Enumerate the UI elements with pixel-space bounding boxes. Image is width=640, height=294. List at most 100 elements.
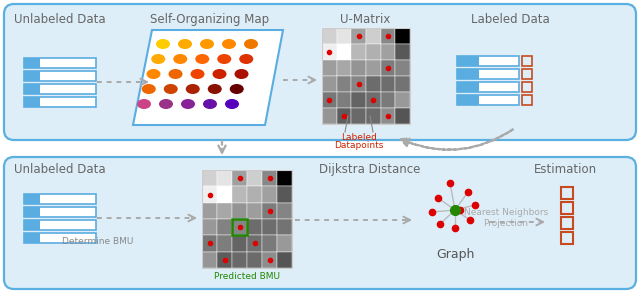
Bar — [24, 58, 96, 68]
Text: Dijkstra Distance: Dijkstra Distance — [319, 163, 420, 176]
Bar — [202, 170, 292, 268]
Bar — [337, 108, 351, 124]
Text: Labeled Data: Labeled Data — [470, 13, 549, 26]
Bar — [24, 58, 40, 68]
Bar — [202, 170, 217, 186]
Bar — [457, 69, 479, 78]
Bar — [262, 235, 277, 252]
Polygon shape — [133, 30, 283, 125]
Bar — [24, 83, 40, 93]
Ellipse shape — [164, 84, 178, 94]
Ellipse shape — [217, 54, 231, 64]
Bar — [24, 206, 96, 216]
Bar — [277, 219, 292, 235]
Text: Unlabeled Data: Unlabeled Data — [14, 163, 106, 176]
Bar — [351, 28, 366, 44]
Bar — [24, 233, 96, 243]
Text: Labeled: Labeled — [341, 133, 377, 142]
Bar — [202, 219, 217, 235]
Ellipse shape — [225, 99, 239, 109]
Bar — [202, 252, 217, 268]
Bar — [217, 235, 232, 252]
Text: Estimation: Estimation — [533, 163, 596, 176]
Bar — [277, 170, 292, 186]
Text: Datapoints: Datapoints — [334, 141, 384, 150]
Bar — [561, 231, 573, 243]
Bar — [337, 60, 351, 76]
Text: U-Matrix: U-Matrix — [340, 13, 390, 26]
Bar — [366, 44, 381, 60]
Bar — [232, 170, 247, 186]
Bar — [337, 76, 351, 92]
Ellipse shape — [168, 69, 182, 79]
Text: Predicted BMU: Predicted BMU — [214, 272, 280, 281]
Ellipse shape — [212, 69, 227, 79]
Bar — [366, 92, 381, 108]
FancyBboxPatch shape — [4, 4, 636, 140]
Ellipse shape — [141, 84, 156, 94]
Text: Graph: Graph — [436, 248, 474, 261]
Ellipse shape — [195, 54, 209, 64]
Bar — [457, 69, 519, 78]
Bar — [24, 96, 96, 106]
Bar — [337, 44, 351, 60]
Text: Projection: Projection — [483, 219, 529, 228]
Bar — [396, 28, 410, 44]
Bar — [232, 186, 247, 203]
Ellipse shape — [186, 84, 200, 94]
Bar — [24, 71, 96, 81]
Ellipse shape — [203, 99, 217, 109]
Ellipse shape — [222, 39, 236, 49]
Bar — [24, 233, 40, 243]
Ellipse shape — [137, 99, 151, 109]
Text: Nearest Neighbors: Nearest Neighbors — [464, 208, 548, 217]
Bar — [322, 44, 337, 60]
Bar — [232, 219, 247, 235]
Bar — [247, 186, 262, 203]
Ellipse shape — [244, 39, 258, 49]
Bar — [351, 108, 366, 124]
Bar — [217, 203, 232, 219]
Bar — [522, 94, 532, 104]
Ellipse shape — [156, 39, 170, 49]
Bar — [247, 219, 262, 235]
FancyArrowPatch shape — [401, 129, 513, 150]
Bar — [522, 69, 532, 78]
Text: Self-Organizing Map: Self-Organizing Map — [150, 13, 269, 26]
Bar — [322, 92, 337, 108]
Ellipse shape — [234, 69, 248, 79]
Bar — [561, 186, 573, 198]
Bar — [351, 60, 366, 76]
Bar — [262, 252, 277, 268]
Text: Determine BMU: Determine BMU — [62, 237, 134, 246]
Bar — [202, 203, 217, 219]
Bar — [351, 44, 366, 60]
FancyBboxPatch shape — [4, 157, 636, 289]
Bar — [561, 216, 573, 228]
Bar — [396, 76, 410, 92]
Text: Unlabeled Data: Unlabeled Data — [14, 13, 106, 26]
Bar — [277, 203, 292, 219]
Bar — [247, 203, 262, 219]
Bar — [322, 108, 337, 124]
Bar — [457, 81, 479, 91]
Ellipse shape — [230, 84, 244, 94]
Bar — [457, 56, 479, 66]
Bar — [381, 92, 396, 108]
Bar — [366, 28, 381, 44]
Bar — [396, 92, 410, 108]
Bar — [396, 44, 410, 60]
Bar — [24, 206, 40, 216]
Bar — [457, 56, 519, 66]
Bar — [366, 108, 381, 124]
Bar — [337, 28, 351, 44]
Bar — [247, 252, 262, 268]
Ellipse shape — [173, 54, 188, 64]
Bar — [217, 170, 232, 186]
Bar — [262, 219, 277, 235]
Bar — [322, 60, 337, 76]
Bar — [396, 60, 410, 76]
Bar — [24, 83, 96, 93]
Bar — [522, 81, 532, 91]
Bar — [24, 220, 96, 230]
